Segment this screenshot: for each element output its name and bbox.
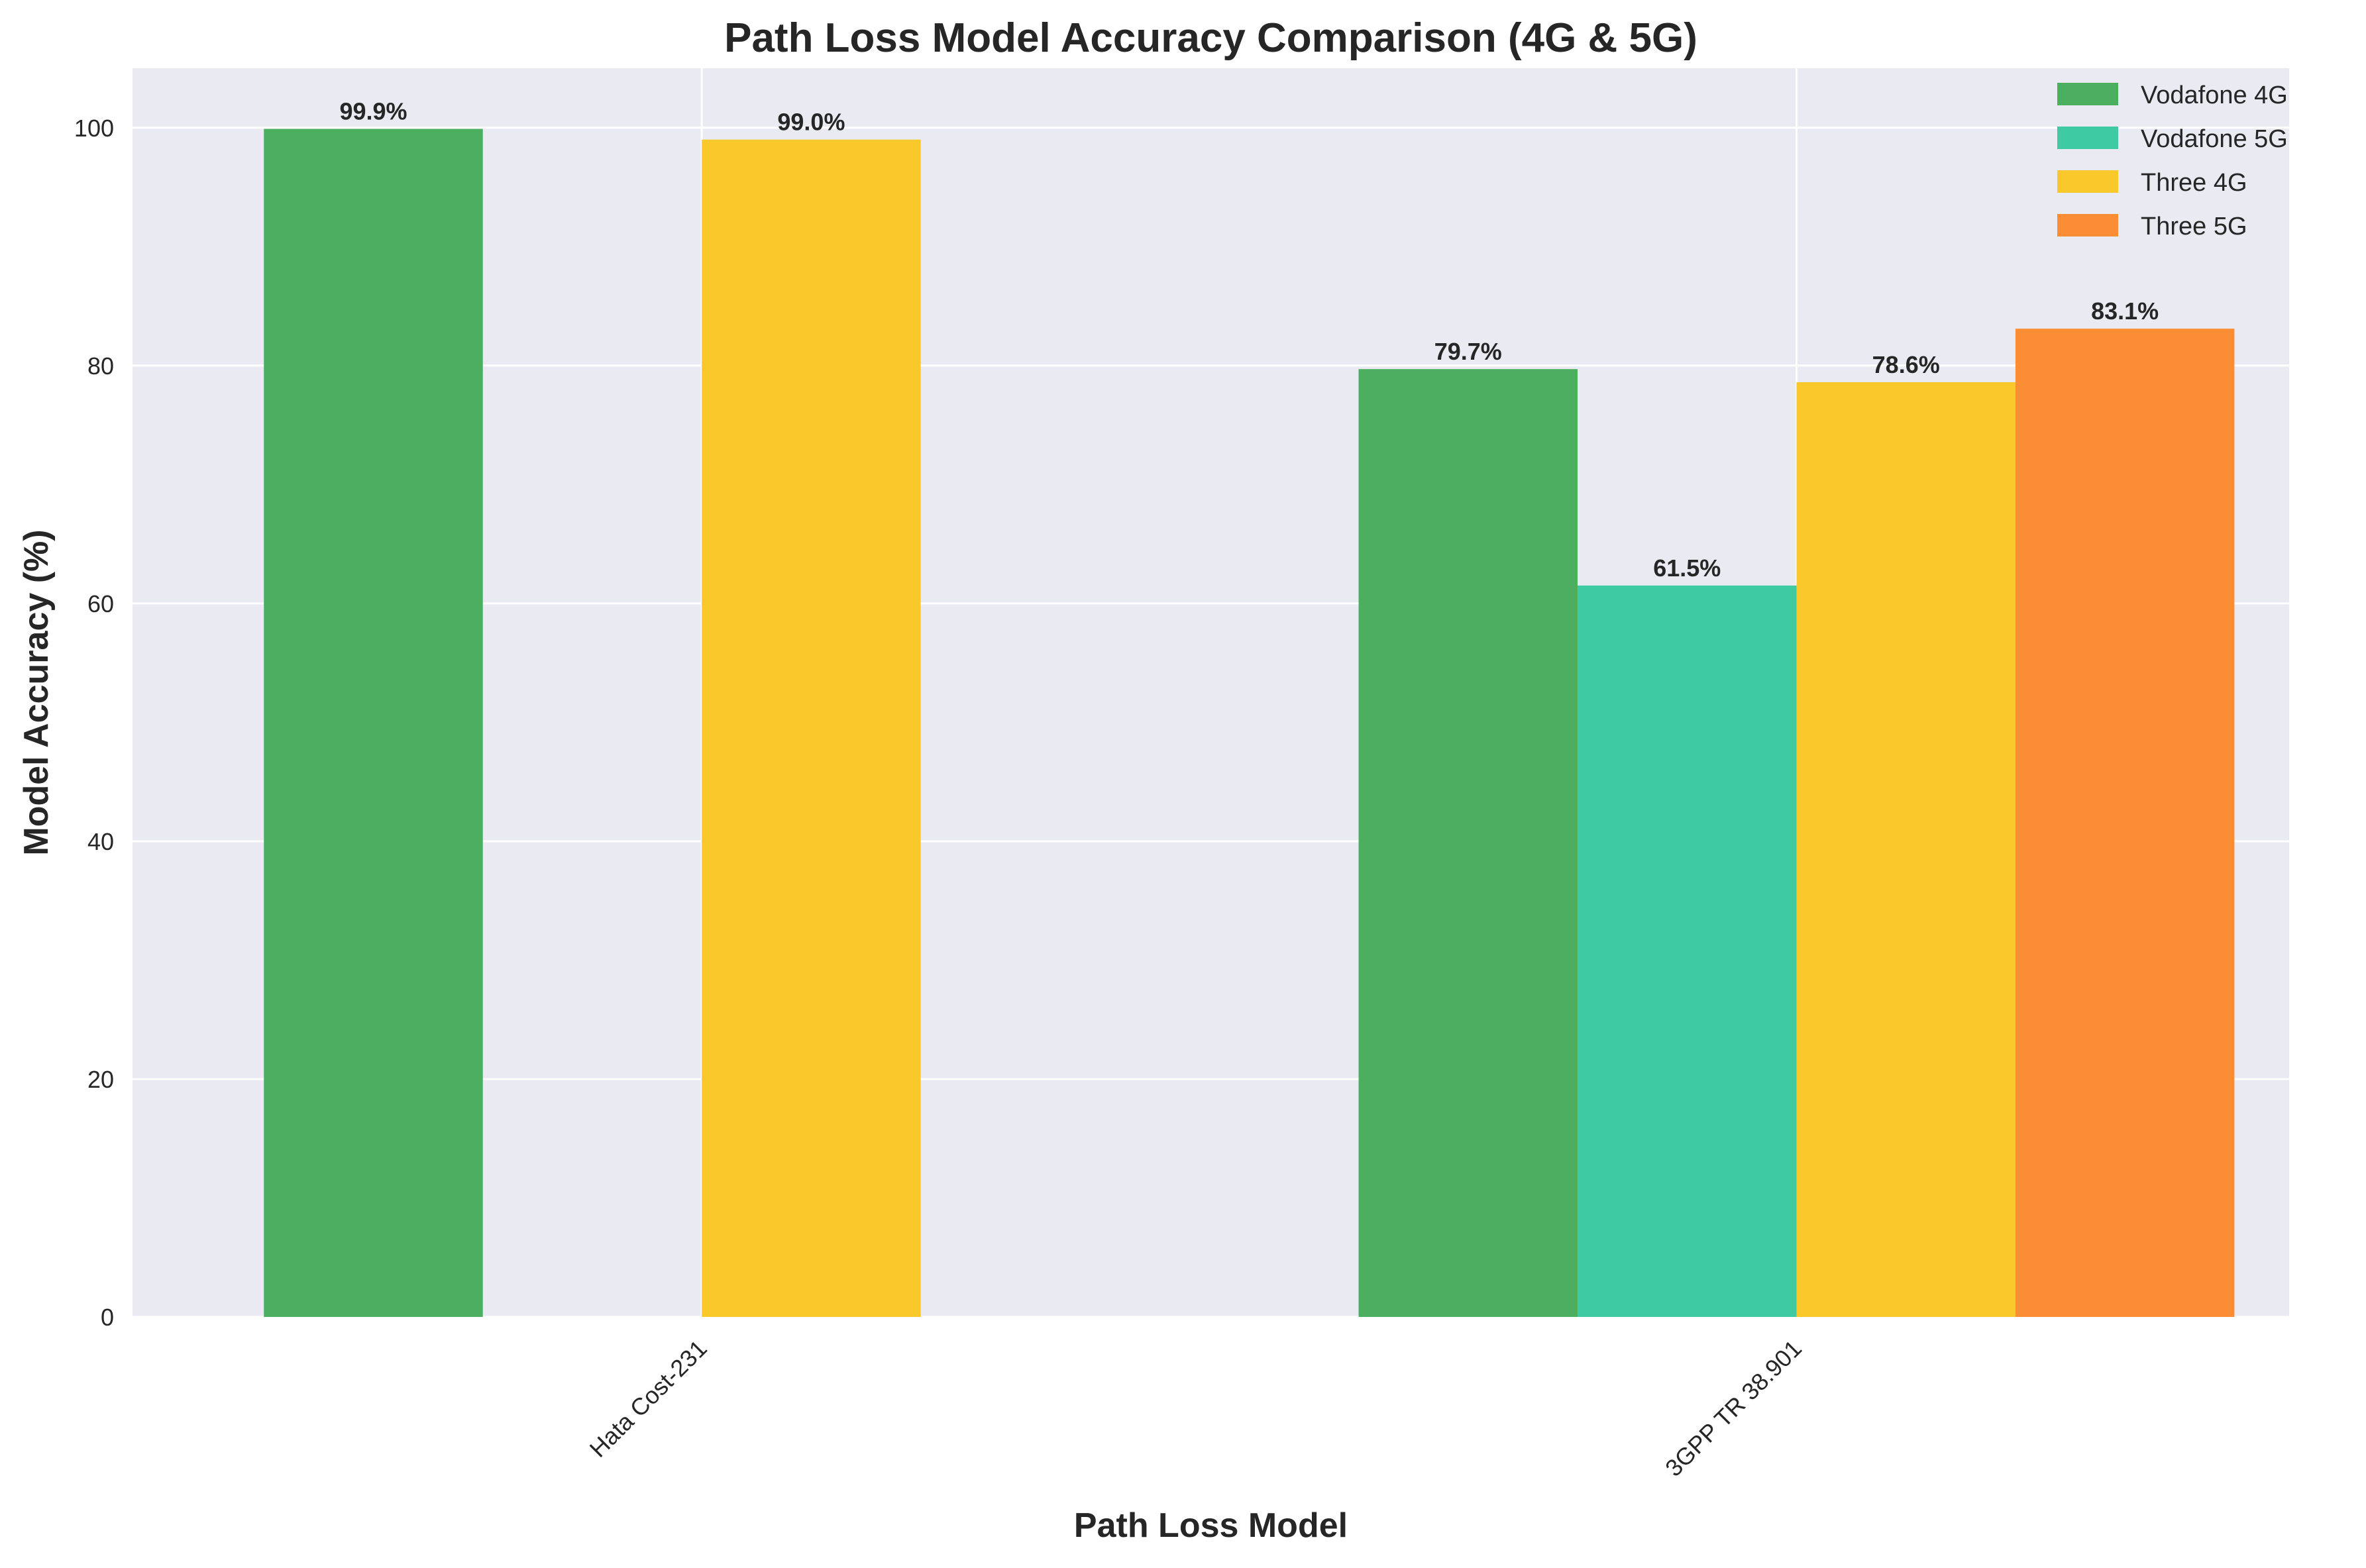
chart-title: Path Loss Model Accuracy Comparison (4G … xyxy=(724,15,1697,61)
x-axis-label: Path Loss Model xyxy=(1074,1506,1348,1545)
x-axis-ticks: Hata Cost-231 3GPP TR 38.901 xyxy=(584,1335,1807,1482)
y-tick-label: 0 xyxy=(101,1304,114,1331)
y-tick-label: 60 xyxy=(87,590,114,617)
legend-swatch-vodafone-4g xyxy=(2057,83,2118,105)
legend-entry: Three 4G xyxy=(2141,169,2247,197)
legend-swatch-vodafone-5g xyxy=(2057,127,2118,149)
bar-vodafone-4g-0 xyxy=(264,129,483,1318)
bar-three-5g-1 xyxy=(2015,329,2235,1318)
bar-vodafone-4g-1 xyxy=(1358,369,1578,1317)
bars xyxy=(264,129,2235,1318)
legend-swatch-three-4g xyxy=(2057,170,2118,193)
y-tick-label: 20 xyxy=(87,1066,114,1093)
data-label: 99.0% xyxy=(777,109,845,136)
y-axis-label: Model Accuracy (%) xyxy=(17,529,56,855)
bar-three-4g-0 xyxy=(702,139,921,1318)
x-tick-label: 3GPP TR 38.901 xyxy=(1660,1335,1807,1482)
data-label: 78.6% xyxy=(1872,351,1940,378)
y-tick-label: 40 xyxy=(87,828,114,855)
legend-entry: Vodafone 4G xyxy=(2141,81,2288,109)
legend-entry: Vodafone 5G xyxy=(2141,125,2288,153)
data-labels: 99.9% 79.7% 61.5% 99.0% 78.6% 83.1% xyxy=(339,98,2159,582)
data-label: 83.1% xyxy=(2091,297,2159,325)
y-axis-ticks: 0 20 40 60 80 100 xyxy=(74,115,114,1331)
x-tick-label: Hata Cost-231 xyxy=(584,1335,712,1463)
legend: Vodafone 4G Vodafone 5G Three 4G Three 5G xyxy=(2057,81,2288,240)
data-label: 79.7% xyxy=(1434,338,1502,365)
data-label: 99.9% xyxy=(339,98,407,125)
y-tick-label: 80 xyxy=(87,352,114,380)
data-label: 61.5% xyxy=(1653,554,1721,582)
legend-swatch-three-5g xyxy=(2057,214,2118,236)
legend-entry: Three 5G xyxy=(2141,213,2247,240)
bar-three-4g-1 xyxy=(1796,382,2016,1317)
bar-vodafone-5g-1 xyxy=(1578,585,1797,1317)
y-tick-label: 100 xyxy=(74,115,114,142)
